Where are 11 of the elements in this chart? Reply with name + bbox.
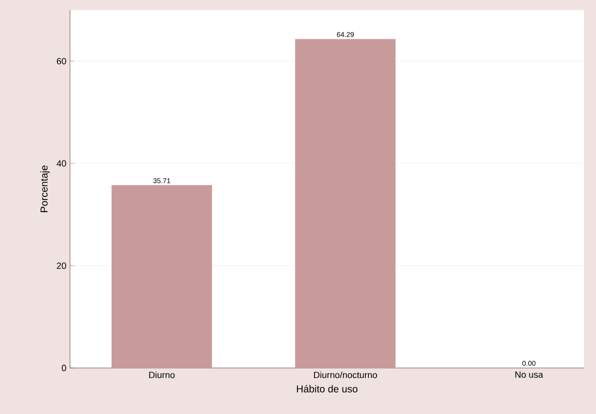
x-axis-title: Hábito de uso xyxy=(296,384,358,392)
y-tick-label: 0 xyxy=(62,364,66,372)
bar xyxy=(112,185,212,368)
bar xyxy=(295,39,396,368)
y-axis-title: Porcentaje xyxy=(40,166,50,212)
y-tick-label: 60 xyxy=(56,58,66,64)
y-tick-label: 40 xyxy=(56,160,66,167)
x-tick-label: Diurno xyxy=(149,372,175,378)
x-tick-label: No usa xyxy=(515,372,544,378)
x-tick-label: Diurno/nocturno xyxy=(314,372,377,378)
y-tick-label: 20 xyxy=(56,262,66,269)
